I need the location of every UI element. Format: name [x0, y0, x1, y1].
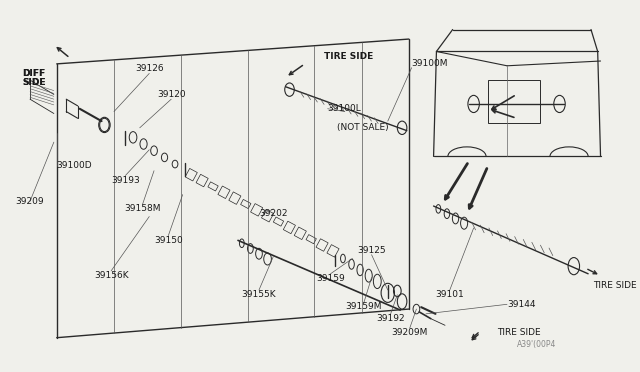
Text: 39126: 39126 [135, 64, 164, 73]
Text: SIDE: SIDE [22, 78, 46, 87]
Text: 39100L: 39100L [328, 104, 362, 113]
Text: 39144: 39144 [507, 300, 536, 309]
Text: TIRE SIDE: TIRE SIDE [497, 328, 541, 337]
Text: SIDE: SIDE [22, 78, 46, 87]
Text: 39156K: 39156K [94, 271, 129, 280]
Text: 39159: 39159 [316, 274, 345, 283]
Text: A39'(00P4: A39'(00P4 [516, 340, 556, 349]
Text: 39193: 39193 [111, 176, 140, 185]
Text: 39155K: 39155K [242, 290, 276, 299]
Text: 39202: 39202 [259, 209, 287, 218]
Text: 39125: 39125 [357, 246, 386, 255]
Text: DIFF: DIFF [22, 69, 45, 78]
Text: TIRE SIDE: TIRE SIDE [593, 281, 637, 290]
Text: DIFF: DIFF [22, 69, 45, 78]
Text: 39120: 39120 [157, 90, 186, 99]
Text: 39159M: 39159M [346, 302, 382, 311]
Text: 39158M: 39158M [124, 204, 161, 213]
Text: 39192: 39192 [376, 314, 405, 323]
Text: 39150: 39150 [154, 235, 183, 245]
Text: (NOT SALE): (NOT SALE) [337, 123, 389, 132]
Text: 39100M: 39100M [412, 59, 448, 68]
Bar [488, 80, 540, 123]
Text: 39209M: 39209M [392, 328, 428, 337]
Text: 39100D: 39100D [57, 161, 92, 170]
Text: TIRE SIDE: TIRE SIDE [324, 52, 373, 61]
Text: 39209: 39209 [16, 197, 44, 206]
Text: 39101: 39101 [435, 290, 464, 299]
